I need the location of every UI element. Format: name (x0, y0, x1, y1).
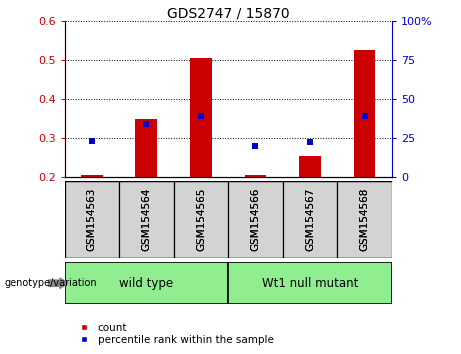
Text: GSM154565: GSM154565 (196, 188, 206, 251)
Text: GSM154563: GSM154563 (87, 188, 97, 251)
Bar (65, 262, 228, 304)
Text: GSM154567: GSM154567 (305, 188, 315, 251)
Legend: count, percentile rank within the sample: count, percentile rank within the sample (70, 318, 278, 349)
Bar (228, 181, 283, 258)
Text: GSM154566: GSM154566 (250, 188, 260, 251)
Text: wild type: wild type (119, 277, 173, 290)
Text: GSM154564: GSM154564 (142, 188, 151, 251)
Text: Wt1 null mutant: Wt1 null mutant (262, 277, 358, 290)
Title: GDS2747 / 15870: GDS2747 / 15870 (167, 6, 290, 20)
Text: GSM154563: GSM154563 (87, 188, 97, 251)
Bar (65, 181, 119, 258)
Text: GSM154568: GSM154568 (360, 188, 370, 251)
Text: GSM154564: GSM154564 (142, 188, 151, 251)
Bar (119, 181, 174, 258)
Text: GSM154568: GSM154568 (360, 188, 370, 251)
Bar (174, 181, 228, 258)
Text: genotype/variation: genotype/variation (5, 278, 97, 288)
Bar (354, 50, 375, 177)
Text: GSM154567: GSM154567 (305, 188, 315, 251)
Bar (136, 119, 157, 177)
Text: GSM154565: GSM154565 (196, 188, 206, 251)
Bar (244, 175, 266, 177)
Bar (299, 156, 321, 177)
Bar (190, 58, 212, 177)
Bar (81, 175, 103, 177)
Bar (228, 262, 392, 304)
Bar (337, 181, 392, 258)
Text: GSM154566: GSM154566 (250, 188, 260, 251)
Bar (283, 181, 337, 258)
